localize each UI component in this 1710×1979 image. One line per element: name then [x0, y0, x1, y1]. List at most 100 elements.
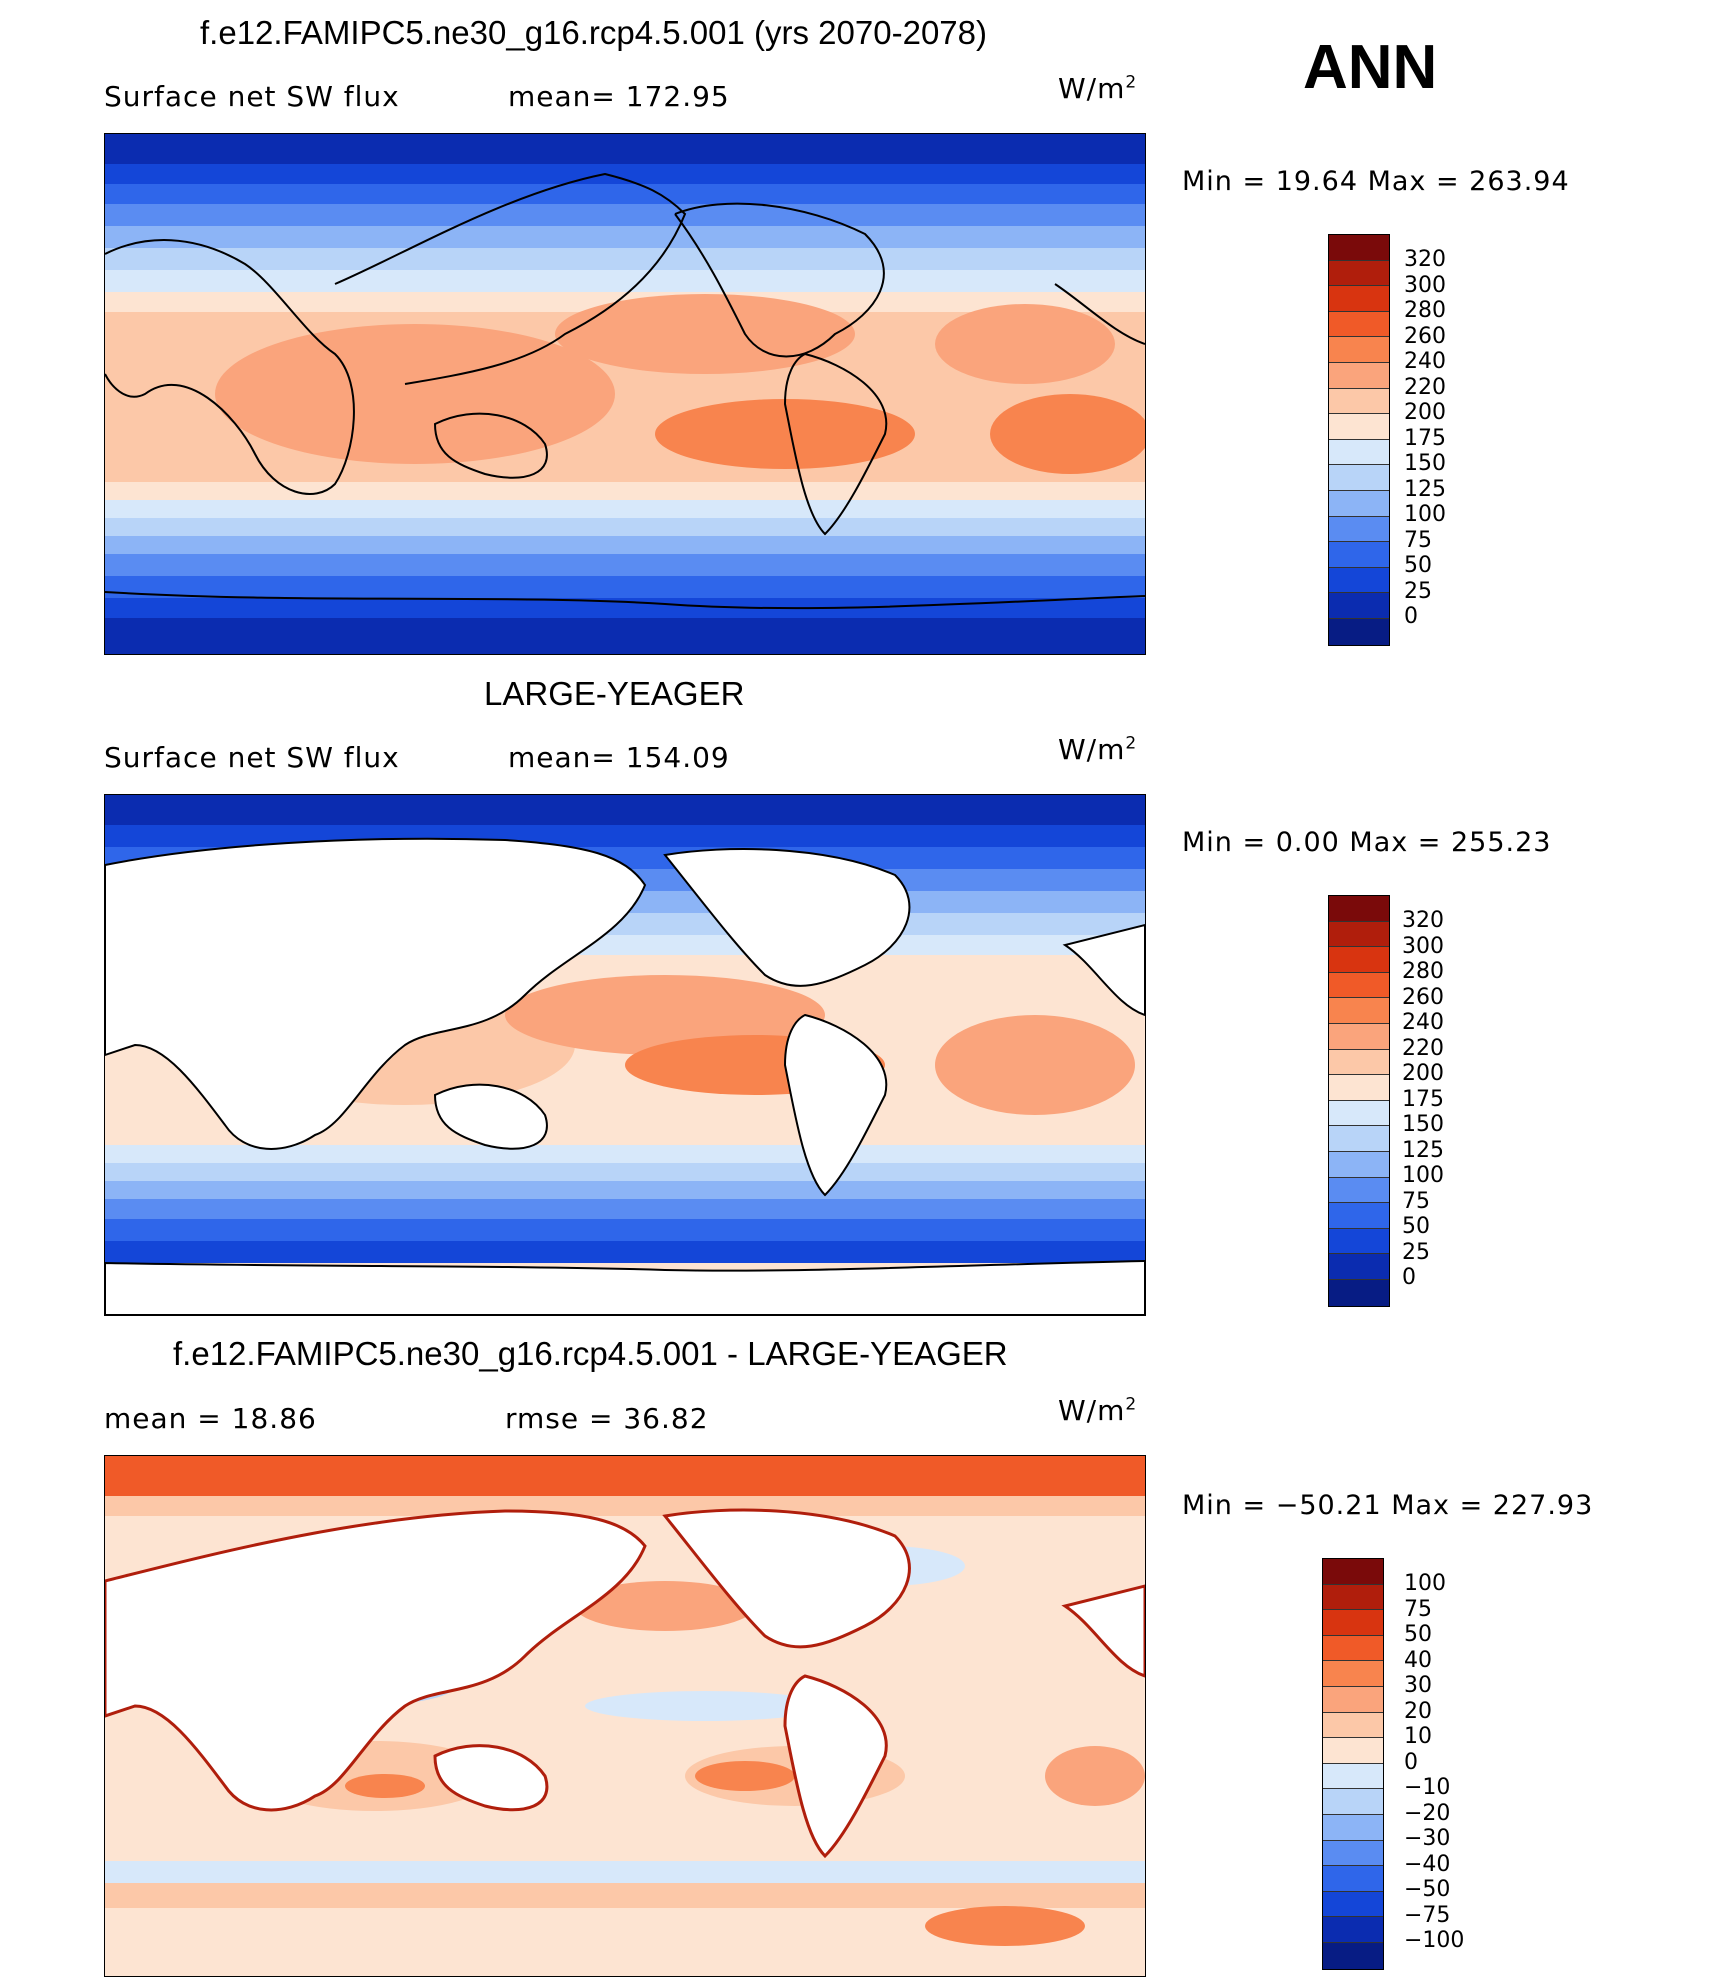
colorbar-label: 75	[1404, 1596, 1432, 1622]
colorbar-label: 125	[1402, 1137, 1444, 1163]
colorbar-label: 100	[1404, 1571, 1446, 1596]
panel2-title: LARGE-YEAGER	[484, 675, 745, 712]
panel2-colorbar	[1328, 895, 1390, 1307]
season-label: ANN	[1303, 33, 1438, 102]
colorbar-label: 220	[1404, 374, 1446, 400]
colorbar-swatch	[1329, 542, 1389, 568]
colorbar-label: 0	[1404, 1749, 1418, 1775]
colorbar-swatch	[1329, 439, 1389, 466]
panel3-colorbar	[1322, 1558, 1384, 1970]
colorbar-swatch	[1329, 414, 1389, 440]
colorbar-swatch	[1329, 465, 1389, 491]
colorbar-label: 200	[1402, 1061, 1444, 1086]
panel1-title: f.e12.FAMIPC5.ne30_g16.rcp4.5.001 (yrs 2…	[200, 14, 987, 51]
colorbar-label: 260	[1402, 984, 1444, 1010]
colorbar-swatch	[1329, 1023, 1389, 1050]
colorbar-swatch	[1329, 972, 1389, 999]
colorbar-swatch	[1323, 1686, 1383, 1713]
colorbar-label: 25	[1404, 578, 1432, 604]
colorbar-swatch	[1329, 286, 1389, 312]
colorbar-swatch	[1323, 1635, 1383, 1662]
colorbar-label: 240	[1404, 349, 1446, 374]
colorbar-swatch	[1329, 1049, 1389, 1076]
colorbar-swatch	[1323, 1917, 1383, 1943]
colorbar-label: 150	[1404, 451, 1446, 476]
colorbar-swatch	[1329, 947, 1389, 973]
colorbar-label: 240	[1402, 1010, 1444, 1035]
colorbar-swatch	[1323, 1763, 1383, 1790]
colorbar-swatch	[1329, 388, 1389, 415]
colorbar-swatch	[1329, 896, 1389, 922]
colorbar-label: −40	[1404, 1851, 1451, 1877]
colorbar-swatch	[1323, 1866, 1383, 1892]
colorbar-swatch	[1329, 593, 1389, 619]
panel3-units: W/m2	[1058, 1394, 1138, 1427]
panel2-map	[104, 794, 1146, 1316]
colorbar-swatch	[1323, 1814, 1383, 1841]
colorbar-label: −10	[1404, 1775, 1451, 1800]
panel3-map	[104, 1455, 1146, 1977]
colorbar-swatch	[1329, 1100, 1389, 1127]
colorbar-swatch	[1329, 921, 1389, 948]
colorbar-swatch	[1323, 1891, 1383, 1918]
colorbar-swatch	[1329, 998, 1389, 1024]
colorbar-label: 300	[1404, 272, 1446, 298]
colorbar-swatch	[1323, 1942, 1383, 1969]
colorbar-label: 10	[1404, 1724, 1432, 1749]
colorbar-swatch	[1323, 1840, 1383, 1867]
colorbar-swatch	[1329, 516, 1389, 543]
colorbar-label: 175	[1402, 1086, 1444, 1112]
colorbar-swatch	[1329, 337, 1389, 363]
colorbar-label: 50	[1404, 1622, 1432, 1647]
colorbar-label: 320	[1402, 908, 1444, 933]
panel3-minmax: Min = −50.21 Max = 227.93	[1182, 1490, 1594, 1521]
colorbar-swatch	[1329, 1203, 1389, 1229]
colorbar-swatch	[1329, 235, 1389, 261]
colorbar-label: 100	[1402, 1163, 1444, 1188]
colorbar-swatch	[1323, 1738, 1383, 1764]
colorbar-swatch	[1323, 1610, 1383, 1636]
colorbar-label: 20	[1404, 1698, 1432, 1724]
colorbar-label: 30	[1404, 1673, 1432, 1698]
panel2-mean: mean= 154.09	[508, 741, 730, 774]
colorbar-label: −50	[1404, 1877, 1451, 1902]
panel3-mean: mean = 18.86	[104, 1402, 317, 1435]
colorbar-label: 0	[1404, 604, 1418, 629]
colorbar-label: −30	[1404, 1826, 1451, 1851]
colorbar-swatch	[1323, 1712, 1383, 1739]
colorbar-label: 25	[1402, 1239, 1430, 1265]
panel1-colorbar-labels: 320 300 280 260 240 220 200 175 150 125 …	[1404, 247, 1446, 630]
colorbar-swatch	[1329, 490, 1389, 517]
colorbar-label: −100	[1404, 1928, 1465, 1953]
panel1-variable: Surface net SW flux	[104, 80, 400, 113]
panel1-minmax: Min = 19.64 Max = 263.94	[1182, 166, 1570, 197]
colorbar-swatch	[1329, 260, 1389, 287]
colorbar-label: 175	[1404, 425, 1446, 451]
colorbar-label: 280	[1404, 298, 1446, 323]
colorbar-swatch	[1329, 1151, 1389, 1178]
panel1-units: W/m2	[1058, 72, 1138, 105]
colorbar-label: 260	[1404, 323, 1446, 349]
colorbar-swatch	[1323, 1584, 1383, 1611]
panel1-colorbar	[1328, 234, 1390, 646]
colorbar-label: 150	[1402, 1112, 1444, 1137]
colorbar-swatch	[1329, 1254, 1389, 1280]
colorbar-label: 75	[1402, 1188, 1430, 1214]
colorbar-swatch	[1329, 618, 1389, 645]
panel3-rmse: rmse = 36.82	[505, 1402, 709, 1435]
colorbar-label: 300	[1402, 933, 1444, 959]
colorbar-swatch	[1329, 1228, 1389, 1255]
colorbar-label: 200	[1404, 400, 1446, 425]
colorbar-label: 220	[1402, 1035, 1444, 1061]
colorbar-swatch	[1329, 1177, 1389, 1204]
colorbar-label: 100	[1404, 502, 1446, 527]
colorbar-label: 75	[1404, 527, 1432, 553]
colorbar-swatch	[1329, 1279, 1389, 1306]
colorbar-label: 0	[1402, 1265, 1416, 1290]
panel1-map	[104, 133, 1146, 655]
panel1-mean: mean= 172.95	[508, 80, 730, 113]
colorbar-label: 320	[1404, 247, 1446, 272]
colorbar-swatch	[1329, 362, 1389, 389]
colorbar-label: 50	[1402, 1214, 1430, 1239]
panel2-colorbar-labels: 320 300 280 260 240 220 200 175 150 125 …	[1402, 908, 1444, 1291]
